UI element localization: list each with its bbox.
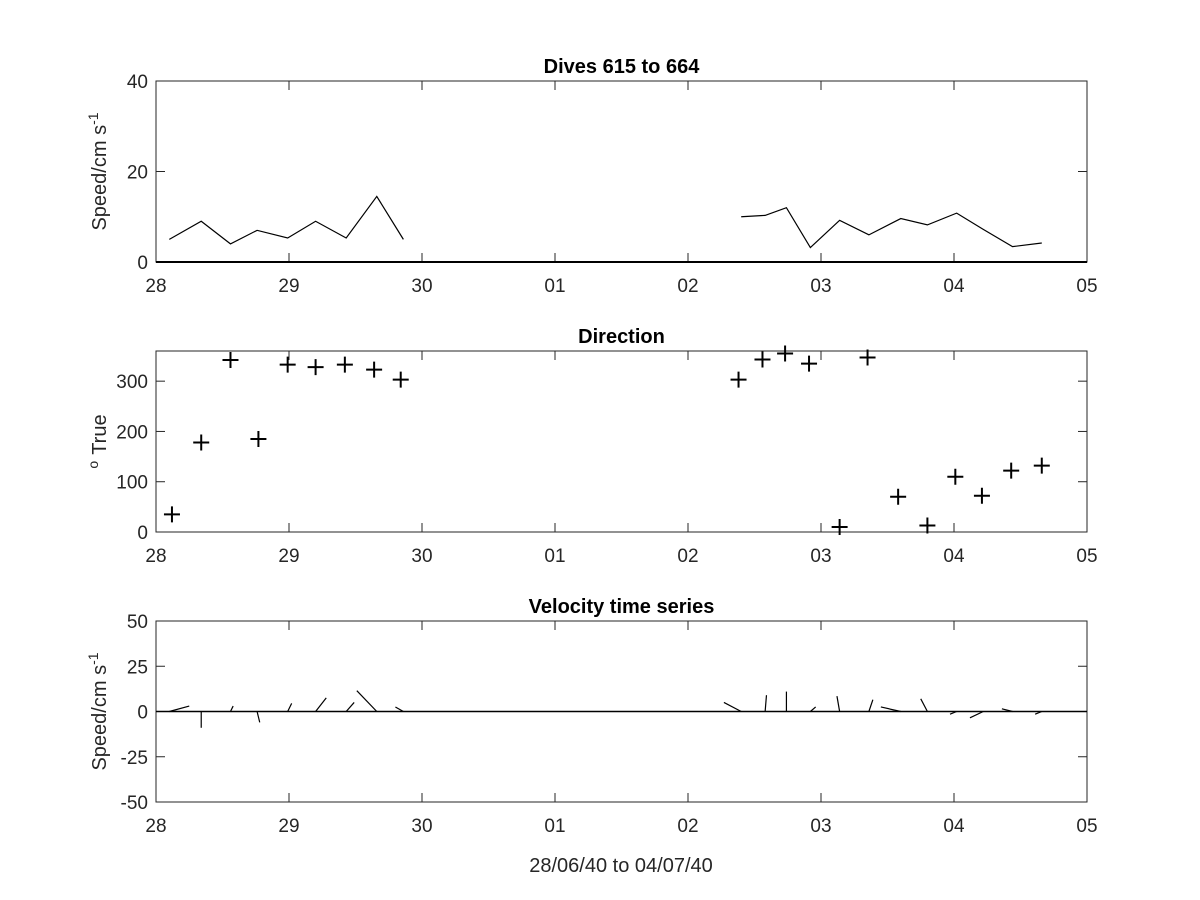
y-tick-label: 0	[137, 523, 148, 544]
plus-marker	[193, 434, 210, 451]
plus-marker	[777, 345, 794, 362]
x-tick-label: 30	[411, 546, 432, 567]
velocity-panel: 28 29 30 01 02 03 04 05 -50 -25 0 25 50 Velocity time…	[85, 596, 1098, 837]
velocity-stick	[723, 701, 742, 713]
plus-marker	[947, 468, 964, 485]
x-tick-label: 30	[411, 816, 432, 837]
chart-title: Direction	[578, 326, 665, 348]
y-tick-label: 20	[127, 163, 148, 184]
plus-marker	[754, 351, 771, 368]
x-tick-label: 28	[145, 816, 166, 837]
plus-marker	[730, 371, 747, 388]
plus-marker	[366, 361, 383, 378]
x-tick-label: 04	[943, 816, 965, 837]
x-tick-label: 02	[677, 276, 698, 297]
y-tick-label: 100	[116, 473, 148, 494]
velocity-stick	[880, 706, 901, 713]
x-tick-label: 01	[544, 816, 565, 837]
y-axis-label-text: Speed/cm s	[89, 125, 111, 231]
plus-marker	[222, 352, 239, 369]
y-axis-label: Speed/cm s-1	[85, 112, 111, 230]
y-tick-label: 40	[127, 72, 148, 93]
y-tick-label: 50	[127, 612, 148, 633]
velocity-stick	[836, 696, 841, 712]
y-axis-label: Speed/cm s-1	[85, 652, 111, 770]
velocity-stick	[1034, 710, 1043, 715]
plus-marker	[1033, 457, 1050, 474]
velocity-stick	[920, 698, 928, 712]
y-axis-label-superscript: o	[85, 461, 101, 469]
plus-marker	[336, 356, 353, 373]
y-axis-label-superscript: -1	[85, 652, 101, 665]
x-tick-label: 28	[145, 276, 166, 297]
y-tick-label: 0	[137, 253, 148, 274]
x-tick-label: 01	[544, 546, 565, 567]
velocity-stick	[1001, 708, 1013, 713]
velocity-stick	[969, 710, 984, 719]
speed-panel: 28 29 30 01 02 03 04 05 0 20 40 Dives 615 to 664 Spe…	[85, 56, 1098, 297]
x-tick-label: 05	[1076, 816, 1097, 837]
y-tick-label: 0	[137, 703, 148, 724]
velocity-stick	[169, 705, 190, 713]
plus-marker	[831, 518, 848, 535]
plus-marker	[859, 349, 876, 366]
velocity-stick	[395, 706, 404, 713]
velocity-stick	[315, 697, 327, 712]
velocity-stick	[256, 711, 261, 723]
y-axis-label: o True	[85, 414, 111, 468]
velocity-stick	[949, 710, 957, 715]
x-tick-label: 04	[943, 276, 965, 297]
velocity-stick	[868, 699, 874, 712]
x-tick-label: 03	[810, 816, 831, 837]
velocity-stick	[809, 706, 817, 712]
plus-marker	[279, 356, 296, 373]
plus-marker	[801, 355, 818, 372]
x-tick-label: 02	[677, 546, 698, 567]
x-tick-label: 29	[278, 276, 299, 297]
plus-marker	[973, 487, 990, 504]
y-axis-label-text: Speed/cm s	[89, 665, 111, 771]
plus-marker	[250, 430, 267, 447]
chart-title: Dives 615 to 664	[544, 56, 701, 78]
x-tick-label: 01	[544, 276, 565, 297]
velocity-stick	[287, 703, 293, 712]
plot-area	[155, 80, 1088, 263]
velocity-stick	[345, 702, 355, 712]
x-tick-label: 05	[1076, 276, 1097, 297]
y-tick-label: -25	[121, 748, 148, 769]
plus-marker	[307, 359, 324, 376]
x-axis-label: 28/06/40 to 04/07/40	[529, 855, 713, 877]
plus-marker	[919, 517, 936, 534]
x-tick-label: 03	[810, 276, 831, 297]
y-axis-label-text: True	[89, 414, 111, 454]
plus-marker	[392, 371, 409, 388]
chart-title: Velocity time series	[529, 596, 715, 618]
velocity-stick	[764, 695, 768, 712]
x-tick-label: 28	[145, 546, 166, 567]
plus-marker	[163, 506, 180, 523]
x-tick-label: 04	[943, 546, 965, 567]
x-tick-label: 05	[1076, 546, 1097, 567]
x-tick-label: 30	[411, 276, 432, 297]
y-tick-label: 200	[116, 422, 148, 443]
plus-marker	[1003, 462, 1020, 479]
x-tick-label: 29	[278, 816, 299, 837]
x-tick-label: 29	[278, 546, 299, 567]
plot-area	[155, 350, 1088, 533]
x-tick-label: 02	[677, 816, 698, 837]
series-line	[741, 206, 1042, 249]
y-tick-label: 300	[116, 372, 148, 393]
x-tick-label: 03	[810, 546, 831, 567]
y-tick-label: -50	[121, 793, 148, 814]
plus-marker	[890, 488, 907, 505]
y-axis-label-superscript: -1	[85, 112, 101, 125]
velocity-stick	[229, 705, 234, 712]
y-tick-label: 25	[127, 657, 148, 678]
direction-panel: 28 29 30 01 02 03 04 05 0 100 200 300 Direction o True	[85, 326, 1098, 567]
velocity-stick	[356, 690, 378, 712]
